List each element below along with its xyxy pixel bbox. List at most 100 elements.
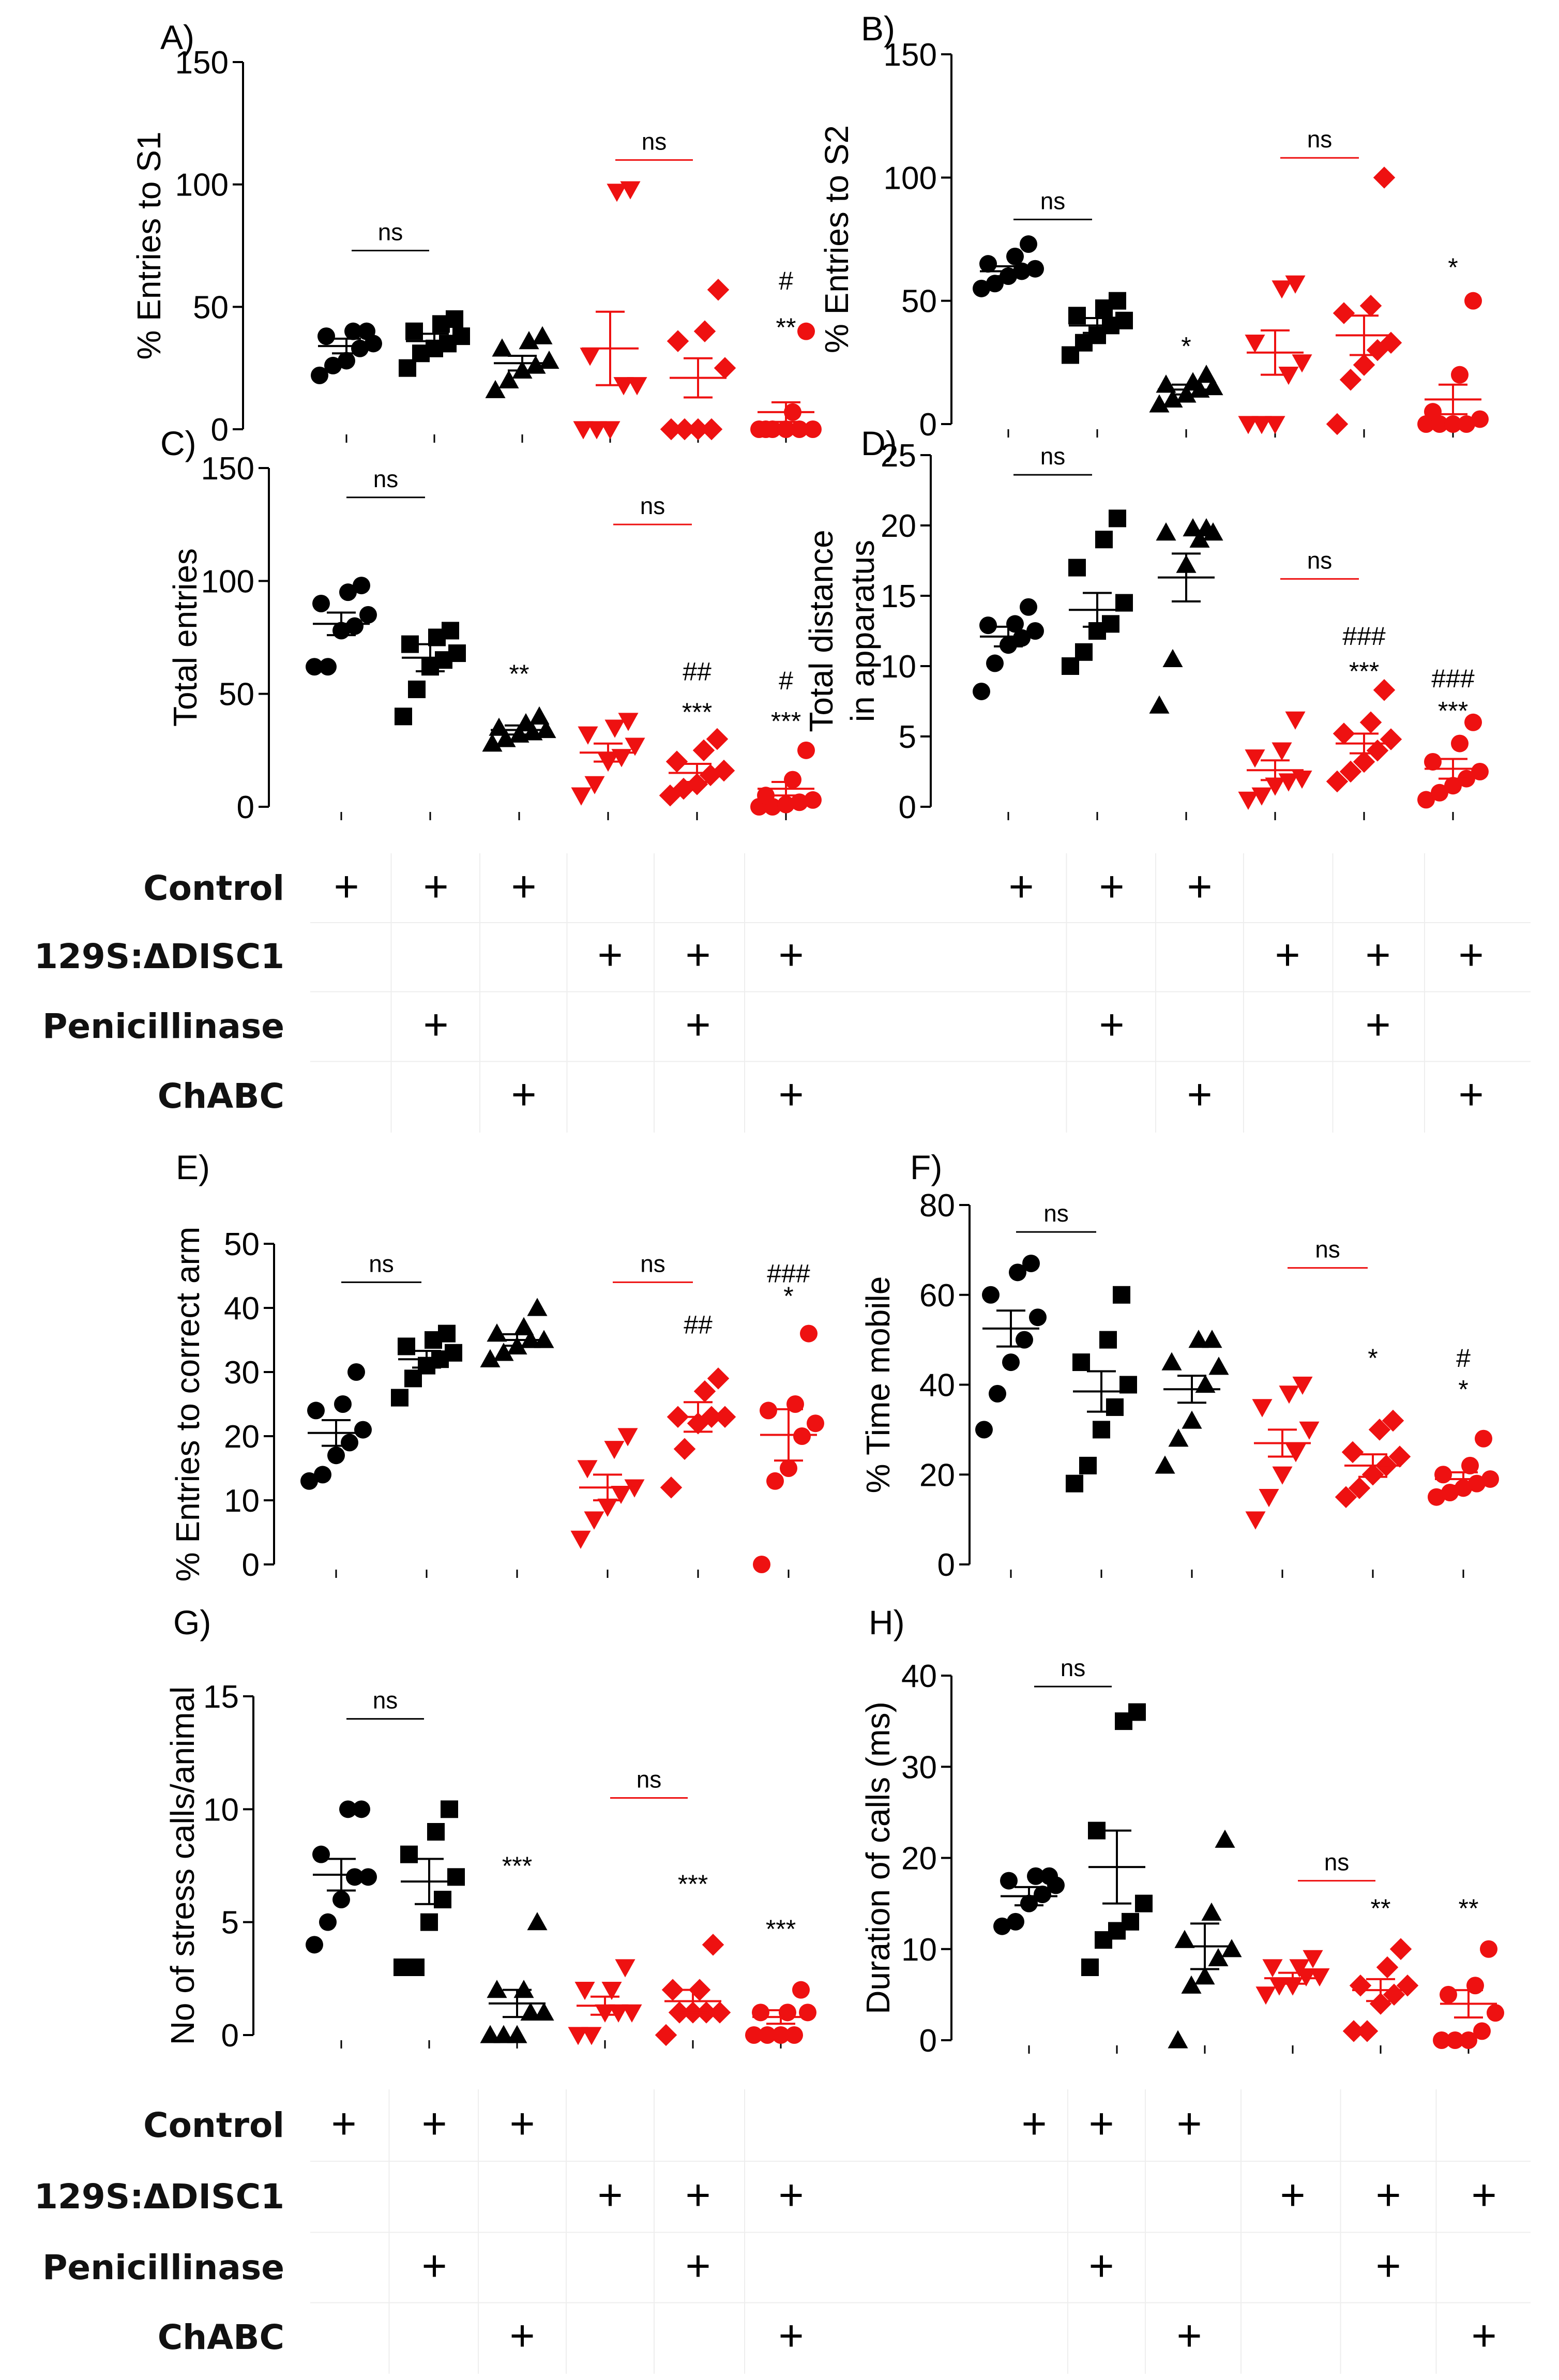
data-group-2 — [1081, 1703, 1153, 1976]
data-point — [1473, 2022, 1491, 2040]
data-point — [753, 1556, 770, 1573]
data-point — [1113, 1286, 1130, 1304]
data-point — [1196, 518, 1217, 537]
data-point — [448, 644, 466, 662]
y-tick-label: 0 — [221, 2018, 239, 2054]
data-point — [1122, 1912, 1139, 1931]
y-tick-label: 20 — [919, 1457, 955, 1493]
data-point — [1285, 711, 1306, 730]
plus-mark: + — [1099, 1000, 1124, 1049]
data-point — [487, 1980, 507, 1998]
ns-label: ns — [1040, 187, 1066, 214]
data-point — [1079, 1456, 1097, 1474]
data-point — [498, 370, 519, 388]
y-axis-label-text: % Entries to S2 — [818, 125, 855, 353]
ns-label: ns — [1040, 443, 1066, 470]
y-axis-label: Duration of calls (ms) — [859, 1701, 897, 2014]
data-point — [507, 2025, 527, 2043]
data-point — [1068, 559, 1086, 577]
data-point — [766, 1472, 784, 1490]
data-point — [1272, 1466, 1293, 1485]
data-group-5 — [1326, 167, 1402, 435]
data-point — [1066, 1474, 1083, 1493]
data-point — [1016, 1331, 1033, 1349]
data-point — [492, 338, 512, 357]
data-point — [442, 622, 459, 640]
ns-label: ns — [640, 1250, 665, 1277]
data-group-1 — [300, 1363, 372, 1490]
data-point — [1027, 1867, 1045, 1885]
ns-label: ns — [1307, 126, 1333, 153]
data-point — [487, 1323, 507, 1342]
data-point — [1292, 354, 1312, 373]
data-point — [785, 2026, 803, 2044]
y-axis-label: % Time mobile — [859, 1276, 897, 1494]
plus-mark: + — [511, 1070, 536, 1119]
data-group-4 — [1245, 1376, 1320, 1530]
data-point — [1149, 695, 1170, 714]
condition-row-label: ChABC — [158, 2317, 284, 2357]
plus-mark: + — [1187, 862, 1212, 911]
data-point — [1272, 280, 1292, 299]
panel-label: F) — [910, 1148, 942, 1186]
significance-label: # — [779, 666, 793, 695]
data-point — [1093, 1421, 1110, 1439]
y-tick-label: 80 — [919, 1188, 955, 1224]
significance-label: ## — [684, 1310, 713, 1339]
data-point — [797, 741, 815, 759]
data-point — [312, 595, 330, 612]
significance-label: * — [783, 1282, 793, 1310]
data-point — [573, 421, 594, 440]
data-point — [1006, 247, 1024, 265]
data-point — [604, 1441, 625, 1459]
y-axis-label: No of stress calls/animal — [164, 1686, 201, 2045]
y-axis-label-text: Total entries — [167, 548, 204, 727]
plus-mark: + — [1365, 930, 1390, 979]
data-point — [1369, 1993, 1392, 2015]
condition-row-label: Control — [143, 868, 284, 908]
data-point — [571, 787, 592, 806]
data-point — [982, 1286, 1000, 1304]
significance-label: ** — [509, 659, 529, 688]
data-point — [793, 1427, 811, 1445]
data-point — [319, 658, 337, 676]
y-tick-label: 20 — [224, 1419, 260, 1455]
data-group-6 — [750, 741, 822, 816]
y-tick-label: 0 — [919, 407, 937, 443]
significance-label: ** — [776, 313, 796, 342]
data-point — [617, 1428, 638, 1447]
data-point — [686, 773, 708, 795]
data-point — [346, 1868, 364, 1886]
data-point — [600, 421, 620, 440]
data-group-3 — [480, 1298, 554, 1367]
data-point — [989, 1384, 1006, 1403]
data-point — [1034, 1886, 1051, 1903]
data-point — [513, 1317, 534, 1335]
data-point — [1002, 1353, 1020, 1372]
panel-label: E) — [176, 1148, 210, 1186]
data-point — [584, 776, 605, 794]
plus-mark: + — [421, 2241, 447, 2290]
data-point — [1026, 622, 1044, 640]
significance-label: ** — [1459, 1894, 1479, 1923]
y-tick-label: 0 — [919, 2023, 937, 2059]
y-tick-label: 0 — [211, 412, 229, 448]
significance-label: * — [1181, 332, 1191, 361]
chart-panel-7: 0 5 10 15 G) No of stress calls/animal ns ns ***… — [164, 1603, 816, 2054]
plus-mark: + — [1280, 2171, 1305, 2219]
data-point — [1252, 1399, 1273, 1418]
data-point — [324, 356, 342, 374]
chart-panel-4: 0 5 10 15 20 25D) Total distance in apparatus ns… — [803, 424, 1489, 825]
data-point — [516, 713, 536, 732]
data-point — [1075, 643, 1093, 661]
y-tick-label: 40 — [224, 1291, 260, 1327]
data-point — [398, 1337, 415, 1355]
plus-mark: + — [1365, 1000, 1390, 1049]
data-point — [655, 2024, 677, 2046]
y-tick-label: 20 — [881, 508, 916, 544]
plus-mark: + — [1176, 2311, 1202, 2360]
data-group-1 — [973, 235, 1044, 297]
data-point — [1245, 335, 1265, 353]
data-point — [706, 728, 729, 750]
data-group-5 — [1326, 679, 1402, 793]
